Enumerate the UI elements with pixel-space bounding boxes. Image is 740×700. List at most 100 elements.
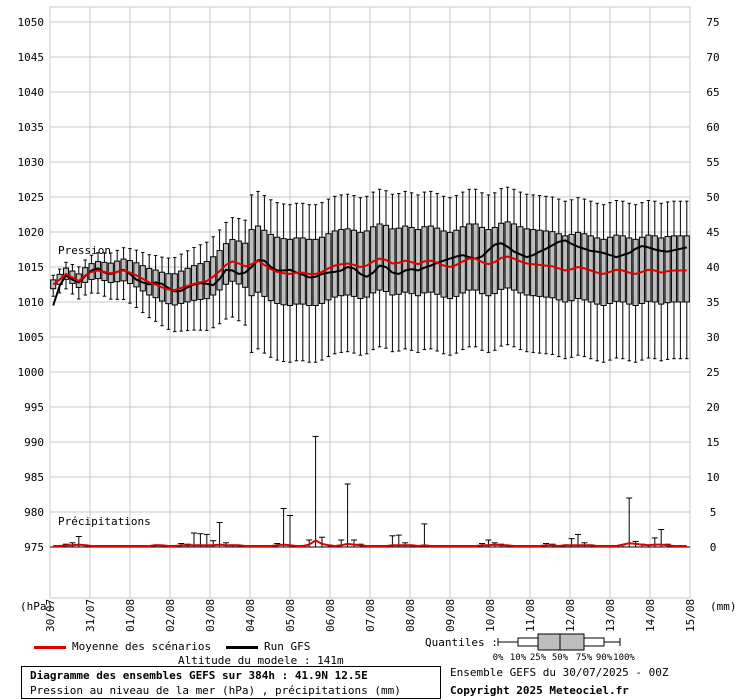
left-tick-label: 1015	[18, 261, 45, 274]
precipitation-bars	[53, 435, 687, 548]
quartile-box	[530, 229, 537, 297]
x-tick-label: 31/07	[84, 599, 97, 632]
x-tick-label: 14/08	[644, 599, 657, 632]
quartile-box	[286, 238, 294, 307]
quantile-tick-label: 90%	[596, 653, 613, 662]
right-tick-label: 25	[706, 366, 719, 379]
quartile-box	[331, 230, 338, 298]
chart-subtitle: Pression au niveau de la mer (hPa) , pré…	[30, 684, 401, 697]
right-tick-label: 35	[706, 296, 719, 309]
x-tick-label: 12/08	[564, 599, 577, 632]
info-box: Diagramme des ensembles GEFS sur 384h : …	[21, 666, 441, 699]
quartile-box	[677, 235, 684, 303]
quantile-tick-label: 25%	[530, 653, 547, 662]
x-tick-label: 09/08	[444, 599, 457, 632]
ensemble-mean-line	[52, 255, 687, 292]
right-tick-label: 10	[706, 471, 719, 484]
precip-mean-line	[53, 539, 687, 548]
right-tick-label: 65	[706, 86, 719, 99]
mean-line-swatch	[34, 645, 66, 649]
x-tick-label: 10/08	[484, 599, 497, 632]
x-tick-label: 11/08	[524, 599, 537, 632]
right-tick-label: 70	[706, 51, 719, 64]
quartile-box	[536, 229, 543, 297]
quartile-box	[504, 221, 511, 289]
quantile-tick-label: 10%	[510, 653, 527, 662]
quartile-box	[619, 235, 626, 303]
quantile-tick-label: 0%	[493, 653, 504, 662]
right-tick-label: 45	[706, 226, 719, 239]
left-tick-label: 990	[24, 436, 44, 449]
quantile-tick-label: 50%	[552, 653, 569, 662]
left-tick-label: 1010	[18, 296, 45, 309]
axis-ticks: 9759809859909951000100510101015102010251…	[18, 16, 720, 632]
x-tick-label: 08/08	[404, 599, 417, 632]
quartile-box	[306, 238, 313, 307]
x-tick-label: 07/08	[364, 599, 377, 632]
right-tick-label: 20	[706, 401, 719, 414]
legend-run: Run GFS	[226, 640, 310, 653]
quartile-box	[613, 234, 620, 302]
right-axis-unit: (mm)	[710, 600, 737, 613]
right-tick-label: 55	[706, 156, 719, 169]
quartile-box	[402, 225, 409, 293]
left-tick-label: 1020	[18, 226, 45, 239]
altitude-text: Altitude du modele : 141m	[178, 654, 344, 667]
quartile-box	[574, 231, 582, 300]
legend-run-label: Run GFS	[264, 640, 311, 653]
quartile-box	[427, 225, 434, 293]
left-tick-label: 1040	[18, 86, 45, 99]
right-tick-label: 0	[710, 541, 717, 554]
quartile-box	[408, 226, 415, 295]
ensemble-run-info: Ensemble GEFS du 30/07/2025 - 00Z	[450, 666, 669, 679]
copyright: Copyright 2025 Meteociel.fr	[450, 684, 629, 697]
quartile-box	[280, 238, 287, 306]
quartile-box	[651, 235, 658, 303]
x-tick-label: 03/08	[204, 599, 217, 632]
quartile-box	[421, 226, 428, 294]
x-tick-label: 30/07	[44, 599, 57, 632]
left-tick-label: 1030	[18, 156, 45, 169]
x-tick-label: 01/08	[124, 599, 137, 632]
quartile-box	[683, 235, 690, 303]
quantile-tick-label: 75%	[576, 653, 593, 662]
quantile-tick-label: 100%	[613, 653, 635, 662]
pressure-label: Pression	[58, 244, 111, 257]
quartile-box	[542, 230, 550, 298]
quartile-box	[670, 235, 678, 303]
run-gfs-line	[52, 239, 688, 306]
left-tick-label: 985	[24, 471, 44, 484]
right-tick-label: 5	[710, 506, 717, 519]
left-tick-label: 995	[24, 401, 44, 414]
x-tick-label: 05/08	[284, 599, 297, 632]
right-tick-label: 60	[706, 121, 719, 134]
x-tick-label: 02/08	[164, 599, 177, 632]
left-tick-label: 1000	[18, 366, 45, 379]
quartile-box	[350, 229, 358, 297]
quartile-box	[344, 228, 351, 296]
x-tick-label: 04/08	[244, 599, 257, 632]
pressure-lines	[52, 239, 688, 306]
quartile-box	[664, 236, 671, 304]
right-tick-label: 75	[706, 16, 719, 29]
quartile-box	[382, 224, 390, 293]
right-tick-label: 30	[706, 331, 719, 344]
left-tick-label: 1025	[18, 191, 45, 204]
left-tick-label: 1005	[18, 331, 45, 344]
quartile-box	[338, 229, 345, 297]
chart-grid	[49, 6, 691, 599]
x-tick-label: 06/08	[324, 599, 337, 632]
x-tick-label: 13/08	[604, 599, 617, 632]
legend-mean: Moyenne des scénarios	[34, 640, 211, 653]
left-axis-unit: (hPa)	[20, 600, 53, 613]
quartile-box	[581, 233, 588, 301]
quartile-box	[645, 234, 652, 302]
legend-mean-label: Moyenne des scénarios	[72, 640, 212, 653]
precipitation-label: Précipitations	[58, 515, 151, 528]
x-tick-label: 15/08	[684, 599, 697, 632]
chart-title: Diagramme des ensembles GEFS sur 384h : …	[30, 669, 368, 682]
quartile-box	[299, 237, 306, 305]
left-tick-label: 1045	[18, 51, 45, 64]
quartile-box	[549, 231, 556, 299]
